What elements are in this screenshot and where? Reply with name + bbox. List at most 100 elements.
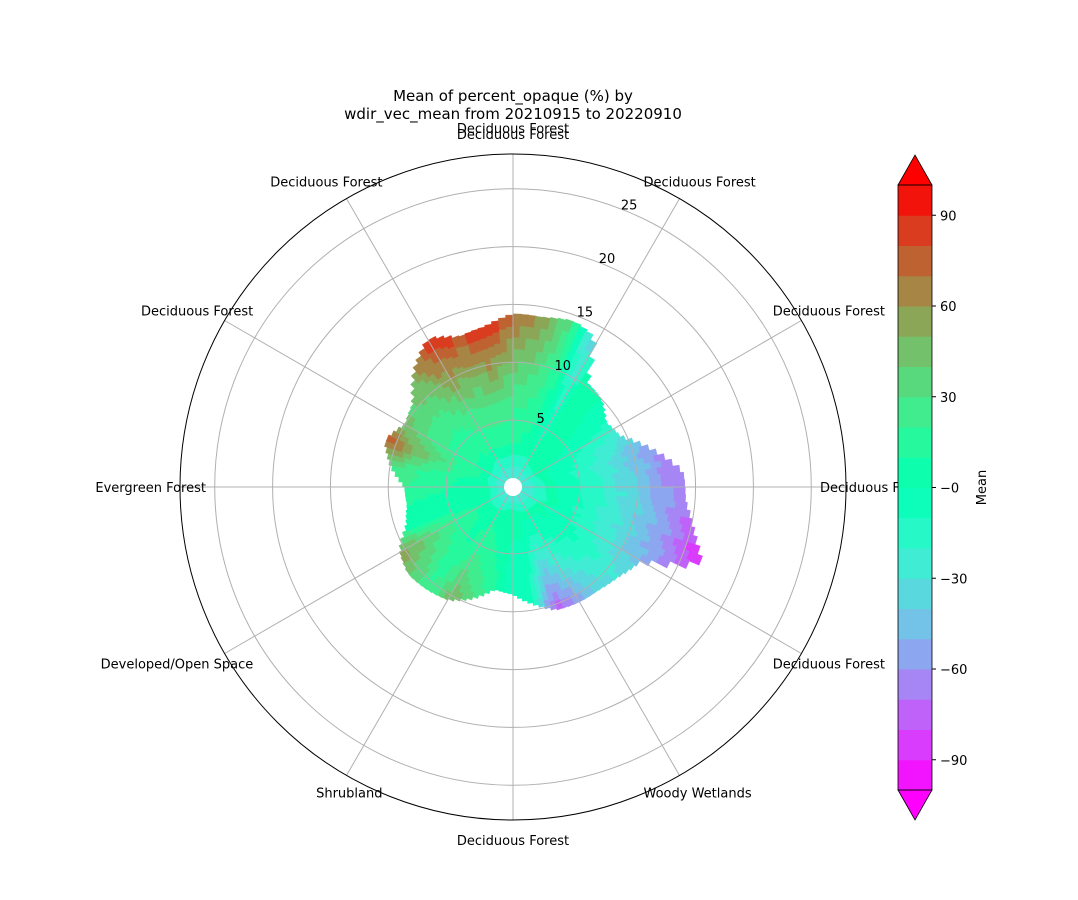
colorbar-segment <box>898 215 932 246</box>
colorbar-segment <box>898 669 932 700</box>
contour-cell <box>537 597 546 608</box>
colorbar-segment <box>898 427 932 458</box>
colorbar-tick-label: −90 <box>940 754 967 769</box>
colorbar-extend-max <box>897 154 933 186</box>
colorbar-segment <box>898 185 932 216</box>
angular-label: Deciduous Forest <box>457 834 569 849</box>
contour-cell <box>502 585 509 594</box>
angular-label: Deciduous Forest <box>773 305 885 320</box>
angular-label: Deciduous Forest <box>270 175 382 190</box>
colorbar-segment <box>898 245 932 277</box>
angular-label: Shrubland <box>316 787 382 802</box>
colorbar-segment <box>898 366 932 398</box>
contour-cell <box>597 416 608 427</box>
radial-tick-label: 15 <box>577 305 594 320</box>
colorbar-segment <box>898 578 932 609</box>
colorbar: −90 −60 −30 −0 30 60 90 Mean <box>897 154 990 821</box>
colorbar-tick-label: −60 <box>940 663 967 678</box>
colorbar-segment <box>898 548 932 579</box>
colorbar-segment <box>898 638 932 670</box>
colorbar-segment <box>898 306 932 337</box>
contour-cell <box>408 567 420 580</box>
colorbar-segment <box>898 517 932 549</box>
contour-cell <box>584 339 598 354</box>
contour-cell <box>401 528 412 538</box>
angular-gridline <box>517 198 680 480</box>
contour-cell <box>398 547 410 558</box>
angular-label: Developed/Open Space <box>101 658 254 673</box>
colorbar-tick-label: −30 <box>940 572 967 587</box>
contour-cell <box>592 579 605 591</box>
colorbar-segment <box>898 487 932 519</box>
contour-cell <box>656 555 671 569</box>
radial-tick-labels: 5 10 15 20 25 <box>536 198 637 427</box>
angular-gridline <box>517 494 680 776</box>
radial-tick-label: 20 <box>599 252 616 267</box>
radial-tick-label: 25 <box>621 198 638 213</box>
contour-cell <box>594 399 605 410</box>
colorbar-tick-label: 60 <box>940 300 957 315</box>
angular-gridline <box>520 491 802 654</box>
contour-cell <box>673 554 690 570</box>
angular-label: Deciduous Forest <box>644 175 756 190</box>
contour-cell <box>498 584 505 593</box>
colorbar-tick-label: −0 <box>940 482 959 497</box>
colorbar-tick-label: 30 <box>940 391 957 406</box>
contour-cell <box>404 523 414 532</box>
colorbar-segment <box>898 275 932 307</box>
colorbar-label: Mean <box>975 470 990 505</box>
contour-cell <box>595 405 606 416</box>
chart-title-line-2: wdir_vec_mean from 20210915 to 20220910 <box>344 105 682 124</box>
polar-frame <box>179 153 847 821</box>
angular-label: Evergreen Forest <box>95 481 206 496</box>
angular-label: Deciduous Forest <box>773 658 885 673</box>
contour-cell <box>617 562 630 575</box>
angular-label: Deciduous Forest <box>141 305 253 320</box>
colorbar-segment <box>898 699 932 730</box>
contour-cell <box>584 386 596 397</box>
contour-cell <box>516 590 523 599</box>
angular-gridline <box>224 320 506 483</box>
angular-gridline <box>346 198 509 480</box>
contour-cell <box>512 588 518 597</box>
radial-tick-label: 10 <box>554 359 571 374</box>
contour-cell <box>580 330 594 346</box>
chart-title: Mean of percent_opaque (%) by wdir_vec_m… <box>344 87 682 124</box>
contour-cell <box>531 596 540 606</box>
contour-cell <box>612 566 625 578</box>
contour-fill <box>384 313 703 611</box>
contour-cell <box>521 592 529 602</box>
contour-cell <box>526 594 534 604</box>
colorbar-segment <box>898 759 932 791</box>
contour-cell <box>622 559 636 571</box>
contour-cell <box>686 551 703 566</box>
angular-label: Woody Wetlands <box>644 787 752 802</box>
contour-cell <box>607 569 620 582</box>
center-hole <box>504 478 522 496</box>
contour-cell <box>596 411 607 421</box>
angular-gridline <box>520 320 802 483</box>
angular-gridline <box>224 491 506 654</box>
contour-cell <box>435 335 449 350</box>
colorbar-segment <box>898 608 932 640</box>
radial-tick-label: 5 <box>536 412 544 427</box>
contour-cell <box>526 314 537 328</box>
angular-label: Deciduous Forest <box>457 128 569 143</box>
contour-cell <box>597 576 610 588</box>
contour-cell <box>602 573 615 585</box>
colorbar-segment <box>898 396 932 428</box>
contour-cell <box>564 595 575 608</box>
chart-title-line-1: Mean of percent_opaque (%) by <box>393 87 633 106</box>
colorbar-segment <box>898 336 932 367</box>
angular-label-top-overlay: Deciduous Forest <box>457 122 569 137</box>
colorbar-segment <box>898 457 932 488</box>
contour-cell <box>404 563 417 575</box>
colorbar-extend-min <box>897 789 933 821</box>
contour-cell <box>519 314 530 327</box>
colorbar-segment <box>898 729 932 761</box>
contour-cell <box>386 434 398 445</box>
contour-cell <box>400 535 411 545</box>
contour-cell <box>588 390 599 401</box>
